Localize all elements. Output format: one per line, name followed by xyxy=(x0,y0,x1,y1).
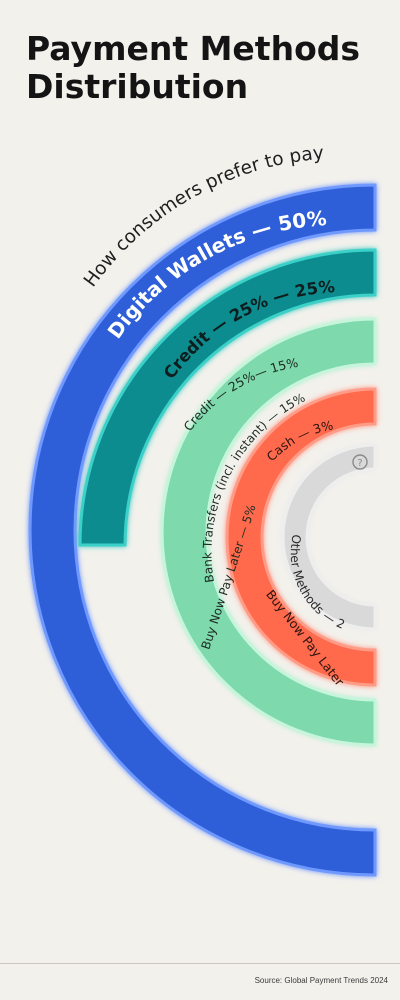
ring-other-methods xyxy=(281,443,377,631)
title-line-1: Payment Methods xyxy=(26,29,361,68)
svg-text:?: ? xyxy=(357,458,362,469)
ring-digital-wallets xyxy=(28,183,377,877)
ring-bank-transfers xyxy=(160,317,377,747)
question-mark-icon: ? xyxy=(352,454,368,470)
title-line-2: Distribution xyxy=(26,67,249,106)
ring-cash-bnpl xyxy=(225,387,377,687)
footer-divider xyxy=(0,963,400,964)
page-title: Payment Methods Distribution xyxy=(26,30,386,106)
source-note: Source: Global Payment Trends 2024 xyxy=(254,976,388,985)
ring-credit xyxy=(78,248,377,547)
